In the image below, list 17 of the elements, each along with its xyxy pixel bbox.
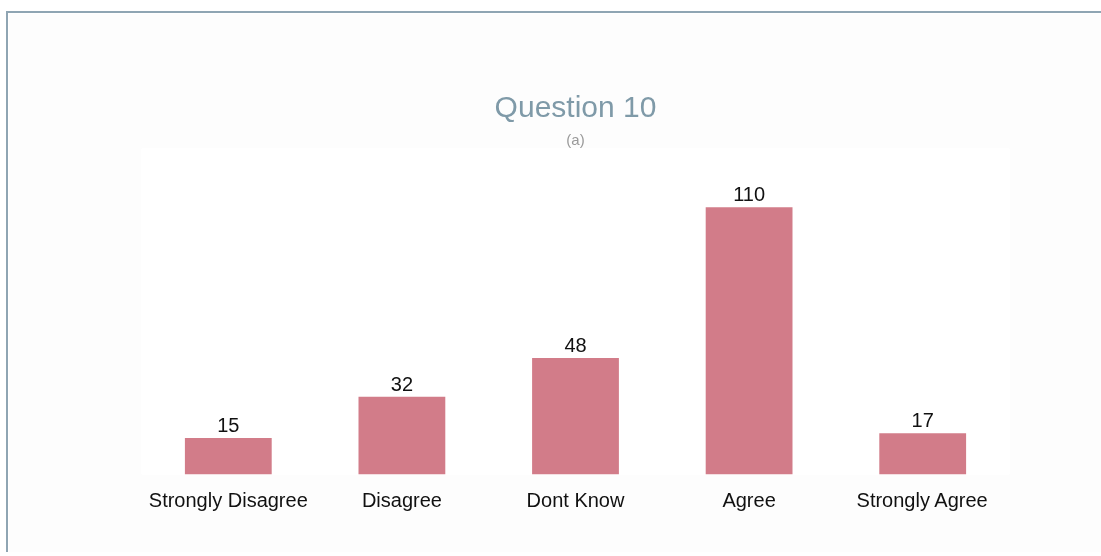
chart-title: Question 10 <box>494 89 657 123</box>
x-tick-label: Disagree <box>361 488 442 511</box>
data-label: 17 <box>911 409 934 432</box>
x-tick-label: Dont Know <box>526 488 625 511</box>
data-label: 48 <box>564 333 587 356</box>
chart-subtitle: (a) <box>566 130 585 148</box>
data-label: 15 <box>217 414 240 437</box>
bar <box>532 357 619 475</box>
x-tick-label: Strongly Agree <box>856 488 988 511</box>
bar <box>184 438 272 475</box>
data-label: 32 <box>390 372 414 395</box>
bar <box>358 396 446 475</box>
x-tick-label: Strongly Disagree <box>148 488 308 511</box>
x-tick-label: Agree <box>722 488 776 511</box>
bar <box>705 207 793 475</box>
bar <box>879 433 967 475</box>
data-label: 110 <box>733 183 766 206</box>
